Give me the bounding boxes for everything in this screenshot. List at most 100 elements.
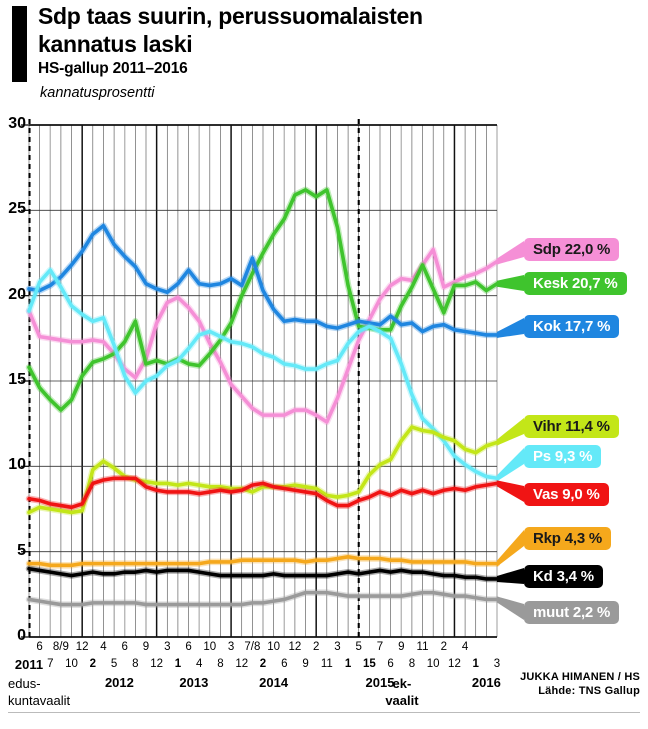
credit-author: JUKKA HIMANEN / HS — [520, 671, 640, 683]
y-axis-label: 15 — [8, 371, 26, 388]
x-tick-top: 4 — [461, 641, 469, 653]
x-tick-top: 3 — [164, 641, 171, 653]
legend-tail-sdp — [497, 241, 524, 265]
x-tick-bottom: 2 — [89, 658, 97, 670]
legend-chip-ps[interactable]: Ps 9,3 % — [524, 445, 602, 468]
x-tick-bottom: 12 — [235, 658, 249, 670]
x-tick-bottom: 10 — [65, 658, 78, 670]
legend-tail-kd — [497, 568, 524, 584]
series-kok — [25, 222, 501, 339]
legend-label-rkp: Rkp 4,3 % — [533, 530, 603, 547]
series-vihr — [25, 423, 501, 516]
x-tick-bottom: 8 — [217, 658, 224, 670]
election-label-2015-l1: ek- — [392, 676, 412, 691]
x-tick-bottom: 5 — [110, 658, 118, 670]
legend-tail-muut — [497, 596, 524, 620]
legend-label-kok: Kok 17,7 % — [533, 318, 611, 335]
y-axis-label: 0 — [17, 627, 26, 644]
legend-label-kesk: Kesk 20,7 % — [533, 275, 618, 292]
x-tick-top: 9 — [142, 641, 150, 653]
legend-label-ps: Ps 9,3 % — [533, 448, 593, 465]
y-axis-label: 20 — [8, 285, 26, 303]
x-tick-top: 2 — [440, 641, 448, 653]
election-label-2015: ek-vaalit — [385, 675, 418, 709]
series-muut — [25, 589, 501, 608]
y-axis-label: 10 — [8, 456, 26, 474]
x-tick-top: 8/9 — [52, 641, 69, 653]
x-tick-top: 6 — [36, 641, 43, 653]
series-line — [27, 554, 499, 568]
x-tick-bottom: 11 — [320, 658, 333, 670]
x-tick-top: 12 — [288, 641, 302, 653]
series-ps — [25, 266, 501, 482]
y-axis-label: 25 — [8, 200, 26, 218]
legend-tail-vihr — [497, 418, 524, 446]
x-tick-bottom: 15 — [362, 658, 376, 670]
election-label-2015-l2: vaalit — [385, 693, 419, 708]
x-axis-year-label: 2016 — [471, 675, 501, 690]
legend-chip-vihr[interactable]: Vihr 11,4 % — [524, 415, 619, 438]
series-vas — [25, 475, 501, 511]
x-tick-top: 7/8 — [244, 641, 261, 653]
y-axis-label: 30 — [8, 115, 26, 132]
legend-chip-sdp[interactable]: Sdp 22,0 % — [524, 238, 620, 261]
x-tick-top: 6 — [121, 641, 128, 653]
x-tick-top: 3 — [227, 641, 235, 653]
x-tick-bottom: 9 — [302, 658, 309, 670]
series-kesk — [25, 186, 501, 414]
bottom-divider — [8, 712, 640, 713]
x-tick-top: 2 — [312, 641, 320, 653]
series-line — [27, 476, 499, 510]
x-tick-bottom: 12 — [448, 658, 461, 670]
x-tick-bottom: 12 — [150, 658, 164, 670]
x-tick-top: 10 — [203, 641, 217, 653]
y-axis-label: 5 — [17, 541, 26, 559]
legend-chip-rkp[interactable]: Rkp 4,3 % — [524, 527, 612, 550]
x-tick-bottom: 8 — [408, 658, 416, 670]
series-kd — [25, 565, 501, 583]
legend-label-sdp: Sdp 22,0 % — [533, 241, 611, 258]
x-tick-top: 10 — [267, 641, 281, 653]
x-tick-bottom: 6 — [281, 658, 288, 670]
legend-chip-muut[interactable]: muut 2,2 % — [524, 601, 620, 624]
x-tick-top: 4 — [100, 641, 107, 653]
series-line — [27, 188, 499, 412]
x-tick-top: 3 — [334, 641, 341, 653]
series-line — [27, 425, 499, 515]
chart-header: Sdp taas suurin, perussuomalaisten kanna… — [0, 0, 648, 112]
legend-chip-kok[interactable]: Kok 17,7 % — [524, 315, 620, 338]
series-line — [27, 566, 499, 581]
x-tick-bottom: 1 — [174, 658, 182, 670]
credit-source: Lähde: TNS Gallup — [538, 685, 640, 697]
election-label-2011-l1: edus- — [8, 676, 41, 691]
series-line — [27, 268, 499, 481]
x-tick-top: 9 — [398, 641, 405, 653]
x-tick-bottom: 6 — [387, 658, 394, 670]
x-tick-top: 5 — [355, 641, 362, 653]
series-line — [27, 223, 499, 337]
legend-label-vihr: Vihr 11,4 % — [533, 418, 610, 435]
chart-subtitle: HS-gallup 2011–2016 — [38, 60, 188, 77]
legend-chip-vas[interactable]: Vas 9,0 % — [524, 483, 609, 506]
x-axis-year-label: 2014 — [259, 675, 289, 690]
legend-label-muut: muut 2,2 % — [533, 604, 611, 621]
election-label-2011-l2: kuntavaalit — [8, 693, 71, 708]
title-accent-bar — [12, 6, 27, 82]
x-tick-top: 6 — [185, 641, 192, 653]
series-line — [27, 590, 499, 607]
legend-tail-kesk — [497, 275, 524, 291]
election-label-2011: edus-kuntavaalit — [8, 675, 70, 709]
legend-tail-vas — [497, 480, 524, 502]
legend-chip-kesk[interactable]: Kesk 20,7 % — [524, 272, 627, 295]
x-tick-top: 7 — [376, 641, 384, 653]
y-axis-unit-label: kannatusprosentti — [40, 85, 155, 101]
x-tick-top: 11 — [416, 641, 429, 653]
x-tick-bottom: 10 — [426, 658, 440, 670]
x-tick-bottom: 1 — [344, 658, 352, 670]
x-tick-top: 12 — [75, 641, 89, 653]
legend-tail-kok — [497, 318, 524, 338]
x-axis-year-label: 2015 — [365, 675, 395, 690]
legend-chip-kd[interactable]: Kd 3,4 % — [524, 565, 603, 588]
